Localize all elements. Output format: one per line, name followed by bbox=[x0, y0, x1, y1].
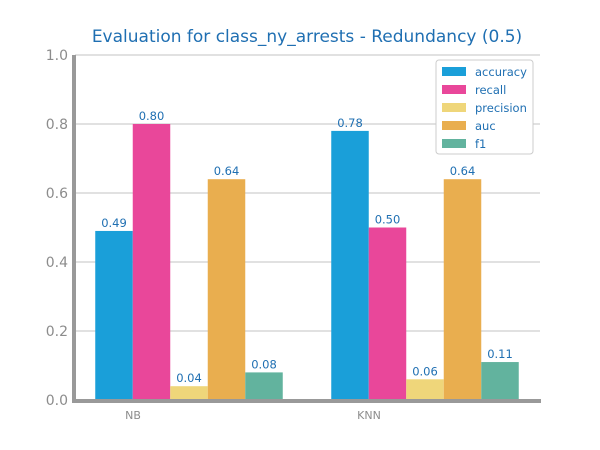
legend: accuracy recall precision auc f1 bbox=[435, 59, 534, 155]
y-tick-label: 0.8 bbox=[46, 117, 68, 133]
axes: 0.0 0.2 0.4 0.6 0.8 1.0 NB KNN bbox=[46, 48, 541, 422]
y-tick-label: 0.2 bbox=[46, 324, 68, 340]
legend-label-accuracy: accuracy bbox=[475, 65, 527, 79]
legend-label-recall: recall bbox=[475, 83, 506, 97]
y-tick-label: 0.6 bbox=[46, 186, 68, 202]
y-tick-label: 0.4 bbox=[46, 255, 68, 271]
bar-auc-knn bbox=[443, 179, 482, 400]
bars: 0.49 0.80 0.04 0.64 0.08 0.78 0.50 0.06 0.64 0.11 bbox=[95, 109, 519, 400]
x-tick-label: NB bbox=[125, 409, 141, 422]
data-label: 0.80 bbox=[139, 109, 165, 123]
legend-label-precision: precision bbox=[475, 101, 527, 115]
chart-title: Evaluation for class_ny_arrests - Redund… bbox=[92, 27, 522, 47]
bar-f1-knn bbox=[481, 362, 519, 400]
bar-f1-nb bbox=[245, 372, 283, 400]
data-label: 0.06 bbox=[412, 364, 438, 378]
data-label: 0.78 bbox=[337, 116, 363, 130]
data-label: 0.08 bbox=[251, 357, 277, 371]
bar-accuracy-knn bbox=[331, 130, 369, 400]
legend-swatch-recall bbox=[442, 85, 466, 94]
x-tick-label: KNN bbox=[357, 409, 381, 422]
legend-swatch-auc bbox=[442, 121, 466, 130]
bar-accuracy-nb bbox=[95, 230, 133, 400]
data-label: 0.50 bbox=[375, 213, 401, 227]
legend-swatch-f1 bbox=[442, 139, 466, 148]
y-tick-label: 0.0 bbox=[46, 393, 68, 409]
legend-label-auc: auc bbox=[475, 119, 496, 133]
bar-recall-nb bbox=[132, 124, 171, 400]
legend-label-f1: f1 bbox=[475, 137, 486, 151]
data-label: 0.11 bbox=[487, 347, 513, 361]
data-label: 0.04 bbox=[176, 371, 202, 385]
bar-auc-nb bbox=[207, 179, 246, 400]
bar-recall-knn bbox=[368, 227, 407, 400]
legend-box bbox=[435, 59, 534, 155]
y-tick-label: 1.0 bbox=[46, 48, 68, 64]
data-label: 0.64 bbox=[450, 164, 476, 178]
data-label: 0.64 bbox=[214, 164, 240, 178]
bar-precision-nb bbox=[170, 386, 208, 400]
legend-swatch-accuracy bbox=[442, 67, 466, 76]
bar-precision-knn bbox=[406, 379, 444, 400]
data-label: 0.49 bbox=[101, 216, 127, 230]
legend-swatch-precision bbox=[442, 103, 466, 112]
